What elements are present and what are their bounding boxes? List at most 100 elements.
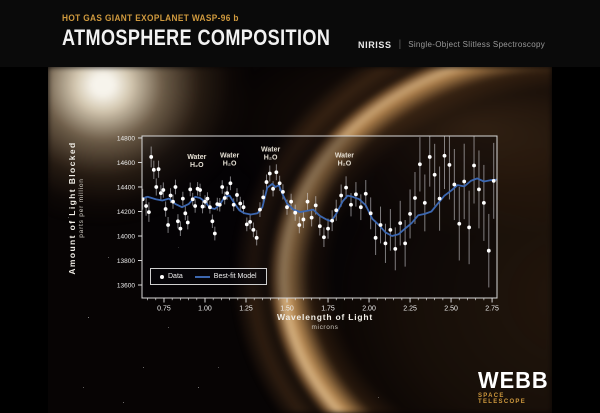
data-point-marker-icon (160, 274, 164, 279)
data-point (344, 185, 348, 190)
data-point (373, 235, 378, 240)
data-point (467, 225, 472, 230)
space-scene: 0.75 1.00 1.25 1.50 1.75 2.00 2.25 2.50 2.75 1480… (48, 67, 552, 413)
kicker-title: HOT GAS GIANT EXOPLANET WASP-96 b (62, 13, 239, 23)
x-axis-label-main: Wavelength of Light (276, 312, 374, 322)
data-point (180, 196, 185, 201)
data-point (422, 201, 427, 205)
x-tick-label: 2.75 (485, 306, 499, 313)
header-band: HOT GAS GIANT EXOPLANET WASP-96 b ATMOSP… (0, 0, 600, 67)
data-point (149, 155, 154, 159)
annotation-water: Water H₂O (187, 154, 206, 169)
data-point (285, 205, 289, 210)
data-point (254, 235, 259, 240)
data-point (154, 185, 159, 189)
data-point (228, 181, 233, 186)
legend-data-item: Data (160, 273, 183, 280)
y-tick-label: 14800 (117, 135, 135, 142)
data-point (203, 199, 207, 204)
data-point (205, 196, 210, 201)
x-axis-label: Wavelength of Light microns (225, 312, 425, 331)
instrument-mode: Single-Object Slitless Spectroscopy (408, 40, 545, 49)
data-point (271, 186, 275, 191)
x-tick-label: 1.00 (198, 306, 212, 313)
data-point (161, 188, 166, 192)
x-tick-label: 1.50 (280, 306, 294, 313)
y-tick-label: 13600 (117, 282, 135, 289)
data-point (358, 205, 363, 210)
instrument-label: NIRISS | Single-Object Slitless Spectros… (358, 39, 545, 50)
data-point (472, 163, 476, 168)
annotation-water: Water H₂O (261, 146, 280, 161)
x-tick-label: 2.50 (444, 306, 458, 313)
data-point (432, 172, 437, 177)
data-point (217, 202, 222, 207)
data-point (289, 199, 294, 204)
data-point (277, 181, 282, 186)
data-point (258, 207, 262, 212)
chart-legend: Data Best-fit Model (150, 268, 267, 285)
data-point (185, 220, 190, 225)
data-point (317, 224, 322, 229)
x-tick-label: 1.25 (239, 306, 253, 313)
data-point (349, 202, 353, 207)
data-point (313, 203, 318, 208)
data-point (267, 171, 272, 176)
legend-model-item: Best-fit Model (194, 273, 257, 280)
data-point (368, 211, 373, 216)
legend-data-label: Data (168, 273, 183, 280)
data-point (388, 227, 393, 232)
data-point (238, 201, 243, 206)
data-point (142, 197, 145, 202)
model-line-marker-icon (194, 275, 210, 278)
data-point (193, 204, 198, 208)
data-point (183, 211, 188, 216)
data-point (156, 167, 161, 172)
data-point (188, 187, 193, 192)
data-point (261, 195, 266, 200)
data-point (398, 221, 403, 226)
data-point (339, 193, 344, 198)
data-point (220, 185, 225, 189)
planet-and-star-glow (48, 67, 552, 413)
spectrum-chart: 0.75 1.00 1.25 1.50 1.75 2.00 2.25 2.50 2.75 1480… (117, 135, 499, 313)
data-point (248, 220, 253, 224)
data-point (378, 223, 383, 227)
data-point (168, 193, 173, 198)
data-point (144, 204, 149, 208)
data-point (274, 170, 279, 175)
instrument-divider: | (398, 39, 402, 50)
webb-logo-subtitle: SPACE TELESCOPE (478, 392, 527, 405)
y-axis-label: Amount of Light Blocked parts per millio… (67, 123, 85, 293)
y-axis-label-main: Amount of Light Blocked (67, 141, 77, 275)
data-point (322, 235, 326, 240)
data-point (393, 246, 398, 251)
data-point (208, 205, 212, 210)
y-axis-label-sub: parts per million (78, 178, 85, 238)
annotation-water: Water H₂O (220, 153, 239, 168)
data-point (178, 226, 183, 231)
data-point (457, 221, 462, 226)
data-point (447, 163, 452, 167)
x-tick-label: 1.75 (321, 306, 335, 313)
annotation-water: Water H₂O (335, 153, 354, 168)
data-point (293, 210, 298, 215)
y-tick-label: 14200 (117, 209, 135, 216)
data-point (326, 226, 330, 231)
x-tick-label: 2.25 (403, 306, 417, 313)
data-point (176, 219, 180, 224)
data-point (491, 178, 496, 183)
data-point (417, 162, 422, 167)
data-point (408, 212, 412, 216)
data-point (297, 223, 302, 227)
data-point (281, 189, 285, 194)
instrument-name: NIRISS (358, 39, 392, 50)
x-tick-label: 0.75 (157, 306, 171, 313)
x-tick-label: 2.00 (362, 306, 376, 313)
data-point (427, 155, 432, 159)
data-point (171, 199, 175, 204)
data-point (198, 188, 202, 192)
data-point (363, 191, 368, 196)
legend-model-label: Best-fit Model (213, 273, 257, 280)
